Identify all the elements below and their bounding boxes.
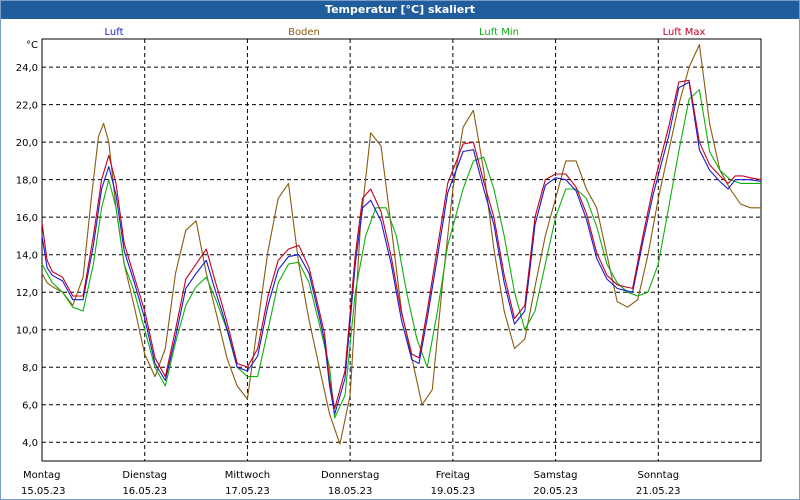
y-tick-label: 8,0 [22,363,38,374]
x-tick-date: 19.05.23 [431,486,476,497]
y-tick-label: 24,0 [16,63,38,74]
x-tick-date: 17.05.23 [225,486,270,497]
x-tick-date: 18.05.23 [328,486,373,497]
series-line-luft-min [41,89,761,419]
y-tick-label: 20,0 [16,138,38,149]
y-tick-label: 16,0 [16,213,38,224]
y-tick-label: 12,0 [16,288,38,299]
x-tick-date: 20.05.23 [533,486,578,497]
temperature-chart: Luft Boden Luft Min Luft Max 4,0 6,0 8,0 10,0 1… [16,27,762,497]
legend-item: Boden [288,27,320,38]
y-tick-label: 6,0 [22,401,38,412]
y-axis: 4,0 6,0 8,0 10,0 12,0 14,0 16,0 18,0 20,0 22,0 24,… [16,40,38,449]
series-lines [41,44,762,445]
series-line-luft-max [41,79,762,410]
legend-item: Luft Min [479,27,519,38]
x-tick-day: Freitag [436,470,470,481]
x-tick-day: Mittwoch [225,470,270,481]
x-tick-date: 15.05.23 [21,486,66,497]
y-tick-label: 10,0 [16,326,38,337]
y-tick-label: 14,0 [16,251,38,262]
legend: Luft Boden Luft Min Luft Max [105,27,706,38]
x-tick-date: 21.05.23 [636,486,681,497]
plot-area [41,38,762,462]
x-tick-day: Montag [23,470,60,481]
series-line-boden [41,44,761,445]
x-tick-day: Donnerstag [321,470,379,481]
chart-title: Temperatur [°C] skaliert [1,1,799,19]
y-tick-label: 18,0 [16,176,38,187]
y-tick-label: 22,0 [16,101,38,112]
x-tick-date: 16.05.23 [122,486,167,497]
x-tick-day: Sonntag [638,470,680,481]
y-tick-label: 4,0 [22,438,38,449]
x-axis: Montag 15.05.23 Dienstag 16.05.23 Mittwoch 17… [21,470,681,497]
legend-item: Luft Max [663,27,706,38]
y-axis-unit: °C [26,40,38,51]
x-tick-day: Samstag [534,470,578,481]
legend-item: Luft [105,27,124,38]
series-line-luft [41,81,762,415]
x-tick-day: Dienstag [122,470,167,481]
